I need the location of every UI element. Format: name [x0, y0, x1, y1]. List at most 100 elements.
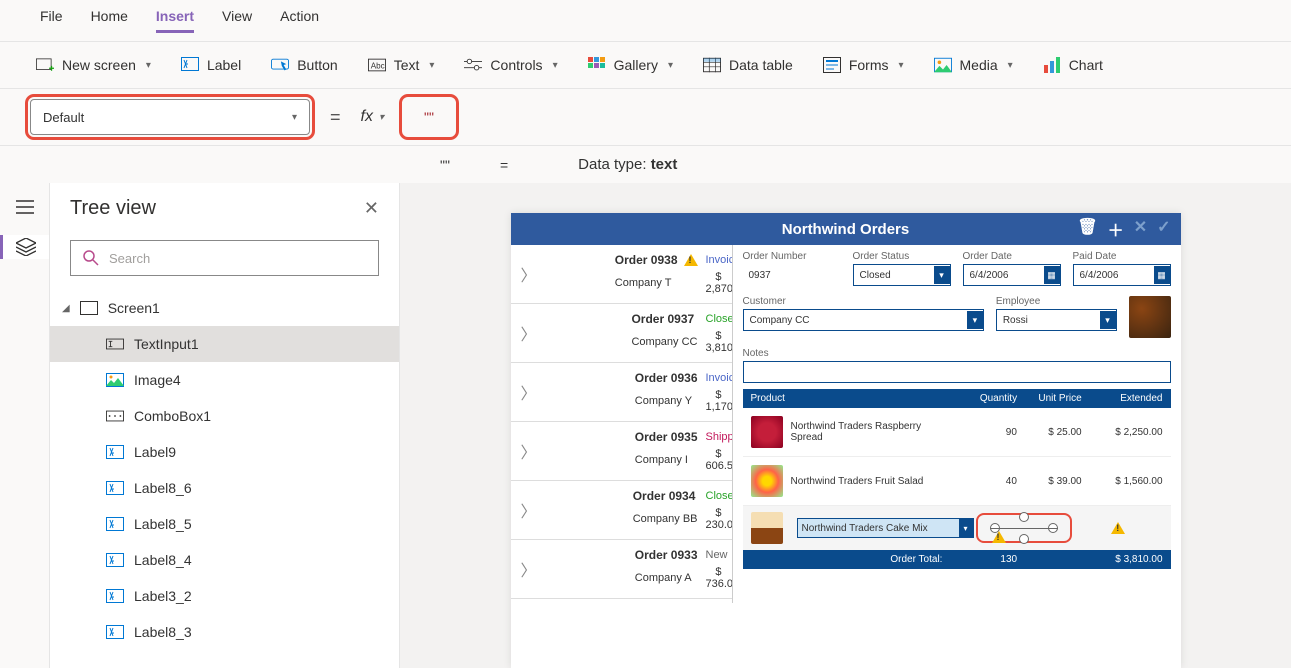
- menu-home[interactable]: Home: [91, 8, 128, 33]
- order-price: $ 1,170.00: [706, 389, 722, 413]
- order-id: Order 0937: [631, 312, 697, 326]
- product-qty: 40: [952, 476, 1017, 487]
- app-header: Northwind Orders 🗑 ＋ ✕ ✓: [511, 213, 1181, 245]
- ribbon-new-screen[interactable]: New screen▾: [36, 56, 151, 74]
- tree-item-combobox1[interactable]: ComboBox1: [50, 398, 399, 434]
- order-date-input[interactable]: 6/4/2006▦: [963, 264, 1061, 286]
- tree-root-name: Screen1: [108, 300, 160, 316]
- calendar-icon: ▦: [1044, 266, 1060, 284]
- tree-panel: Tree view ✕ Search ◢ Screen1 TextInput1I…: [50, 183, 400, 668]
- layers-icon[interactable]: [0, 235, 49, 259]
- collapse-arrow-icon[interactable]: ◢: [62, 303, 70, 314]
- chevron-down-icon: ▾: [292, 112, 297, 123]
- order-id: Order 0936: [635, 371, 698, 385]
- tree-item-label3_2[interactable]: Label3_2: [50, 578, 399, 614]
- menu-view[interactable]: View: [222, 8, 252, 33]
- ribbon-label[interactable]: Label: [181, 56, 241, 74]
- order-id: Order 0934: [633, 489, 698, 503]
- tree-item-label9[interactable]: Label9: [50, 434, 399, 470]
- ribbon-forms[interactable]: Forms▾: [823, 56, 904, 74]
- tree-list: ◢ Screen1 TextInput1Image4ComboBox1Label…: [50, 290, 399, 668]
- order-id: Order 0935: [635, 430, 698, 444]
- ribbon-chart[interactable]: Chart: [1043, 56, 1103, 74]
- order-date-field: Order Date 6/4/2006▦: [963, 251, 1061, 286]
- trash-icon[interactable]: 🗑: [1077, 217, 1097, 241]
- ribbon-controls[interactable]: Controls▾: [464, 56, 557, 74]
- new-screen-icon: [36, 56, 54, 74]
- app-body: Order 0938 Invoiced〉Company T$ 2,870.00O…: [511, 245, 1181, 603]
- product-row[interactable]: Northwind Traders Raspberry Spread90$ 25…: [743, 408, 1171, 457]
- order-company: Company A: [635, 572, 698, 584]
- ribbon-datatable[interactable]: Data table: [703, 56, 793, 74]
- order-item[interactable]: Order 0937Closed〉Company CC$ 3,810.00: [511, 304, 732, 363]
- menu-file[interactable]: File: [40, 8, 63, 33]
- detail-panel: Order Number 0937 Order Status Closed▾ O…: [733, 245, 1181, 603]
- tree-item-label8_5[interactable]: Label8_5: [50, 506, 399, 542]
- button-icon: [271, 56, 289, 74]
- order-item[interactable]: Order 0938 Invoiced〉Company T$ 2,870.00: [511, 245, 732, 304]
- hamburger-icon[interactable]: [13, 195, 37, 219]
- resize-handle[interactable]: [1019, 512, 1029, 522]
- selected-textinput[interactable]: [980, 517, 1069, 539]
- formula-input[interactable]: "": [404, 99, 454, 135]
- menu-insert[interactable]: Insert: [156, 8, 194, 33]
- resize-handle[interactable]: [1019, 534, 1029, 544]
- product-unit-price: $ 39.00: [1017, 476, 1082, 487]
- main-area: Tree view ✕ Search ◢ Screen1 TextInput1I…: [0, 183, 1291, 668]
- tree-item-label8_6[interactable]: Label8_6: [50, 470, 399, 506]
- chevron-down-icon: ▾: [668, 60, 673, 71]
- controls-icon: [464, 56, 482, 74]
- tree-search[interactable]: Search: [70, 240, 379, 276]
- cancel-icon[interactable]: ✕: [1134, 217, 1147, 241]
- plus-icon[interactable]: ＋: [1108, 217, 1124, 241]
- app-preview: Northwind Orders 🗑 ＋ ✕ ✓ Order 0938 Invo…: [511, 213, 1181, 668]
- tree-root[interactable]: ◢ Screen1: [50, 290, 399, 326]
- employee-field: Employee Rossi▾: [996, 296, 1117, 338]
- tree-item-label8_3[interactable]: Label8_3: [50, 614, 399, 650]
- order-status-dropdown[interactable]: Closed▾: [853, 264, 951, 286]
- menu-action[interactable]: Action: [280, 8, 319, 33]
- paid-date-input[interactable]: 6/4/2006▦: [1073, 264, 1171, 286]
- product-dropdown[interactable]: Northwind Traders Cake Mix▾: [797, 518, 974, 538]
- notes-input[interactable]: [743, 361, 1171, 383]
- tree-item-image4[interactable]: Image4: [50, 362, 399, 398]
- customer-dropdown[interactable]: Company CC▾: [743, 309, 984, 331]
- screen-icon: [80, 301, 98, 315]
- orders-list: Order 0938 Invoiced〉Company T$ 2,870.00O…: [511, 245, 733, 603]
- order-price: $ 3,810.00: [706, 330, 722, 354]
- formula-preview: "": [440, 157, 450, 173]
- order-price: $ 230.00: [706, 507, 722, 531]
- fx-label[interactable]: fx▾: [361, 108, 384, 126]
- product-image: [751, 416, 783, 448]
- order-item[interactable]: Order 0934Closed〉Company BB$ 230.00: [511, 481, 732, 540]
- chevron-down-icon: ▾: [1008, 60, 1013, 71]
- order-status-field: Order Status Closed▾: [853, 251, 951, 286]
- calendar-icon: ▦: [1154, 266, 1170, 284]
- close-icon[interactable]: ✕: [364, 198, 379, 219]
- tree-item-textinput1[interactable]: TextInput1: [50, 326, 399, 362]
- order-item[interactable]: Order 0935Shipped〉Company I$ 606.50: [511, 422, 732, 481]
- notes-field: Notes: [743, 348, 1171, 383]
- product-extended: $ 1,560.00: [1082, 476, 1163, 487]
- ribbon-text[interactable]: AbcText▾: [368, 56, 435, 74]
- order-number-value: 0937: [743, 264, 841, 286]
- property-dropdown[interactable]: Default ▾: [30, 99, 310, 135]
- product-image: [751, 465, 783, 497]
- tree-item-label8_4[interactable]: Label8_4: [50, 542, 399, 578]
- check-icon[interactable]: ✓: [1157, 217, 1170, 241]
- order-item[interactable]: Order 0933New〉Company A$ 736.00: [511, 540, 732, 599]
- product-unit-price: $ 25.00: [1017, 427, 1082, 438]
- ribbon-gallery[interactable]: Gallery▾: [588, 56, 673, 74]
- order-status: Closed: [706, 490, 722, 502]
- order-item[interactable]: Order 0932New〉Company K$ 800.00: [511, 599, 732, 603]
- order-company: Company BB: [633, 513, 698, 525]
- ribbon-media[interactable]: Media▾: [934, 56, 1013, 74]
- chevron-down-icon: ▾: [429, 60, 434, 71]
- order-id: Order 0938: [615, 253, 698, 267]
- product-name: Northwind Traders Fruit Salad: [791, 476, 953, 487]
- product-row[interactable]: Northwind Traders Fruit Salad40$ 39.00$ …: [743, 457, 1171, 506]
- ribbon-button[interactable]: Button: [271, 56, 337, 74]
- order-price: $ 606.50: [706, 448, 722, 472]
- order-item[interactable]: Order 0936Invoiced〉Company Y$ 1,170.00: [511, 363, 732, 422]
- employee-dropdown[interactable]: Rossi▾: [996, 309, 1117, 331]
